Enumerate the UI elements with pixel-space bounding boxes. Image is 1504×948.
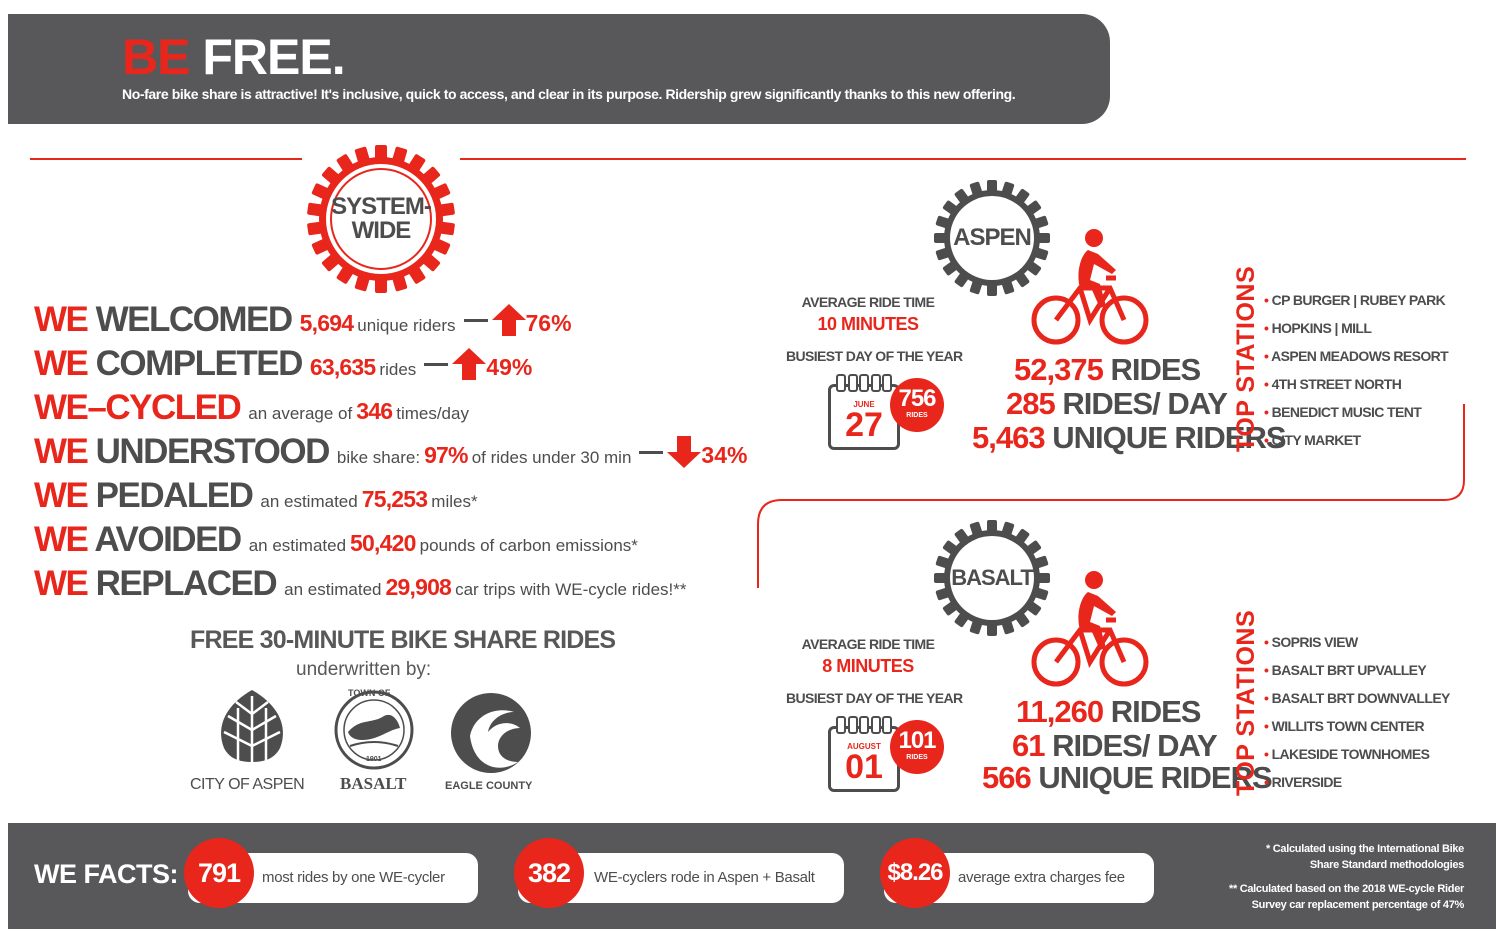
aspen-unique-riders: 5,463 UNIQUE RIDERS <box>972 420 1287 455</box>
systemwide-badge: SYSTEM- WIDE <box>302 140 460 298</box>
fact-text: WE-cyclers rode in Aspen + Basalt <box>594 869 815 886</box>
fact-most-rides: 791 most rides by one WE-cycler <box>184 838 478 908</box>
stat-pedaled: WE PEDALED an estimated 75,253 miles* <box>34 476 478 515</box>
list-item: 4TH STREET NORTH <box>1264 370 1448 398</box>
badge-line1: SYSTEM- <box>331 193 432 220</box>
calendar-icon: AUGUST 01 <box>828 716 900 792</box>
arrow-up-icon <box>491 304 526 336</box>
stat-avoided: WE AVOIDED an estimated 50,420 pounds of… <box>34 520 638 559</box>
sponsors-title: FREE 30-MINUTE BIKE SHARE RIDES <box>190 626 616 654</box>
stat-replaced: WE REPLACED an estimated 29,908 car trip… <box>34 564 687 603</box>
eagle-county-icon <box>451 693 531 773</box>
page-title: BE FREE. <box>122 29 346 85</box>
basalt-rides-per-day: 61 RIDES/ DAY <box>1012 728 1218 763</box>
basalt-label: BASALT <box>951 565 1034 590</box>
fact-value: $8.26 <box>880 838 950 908</box>
aspen-badge: ASPEN <box>930 176 1054 300</box>
gear-icon <box>307 145 455 293</box>
logo-caption-eagle: EAGLE COUNTY <box>445 780 533 792</box>
basalt-unique-riders: 566 UNIQUE RIDERS <box>982 760 1273 795</box>
list-item: ASPEN MEADOWS RESORT <box>1264 342 1449 370</box>
arrow-down-icon <box>667 436 702 468</box>
stat-welcomed: WE WELCOMED 5,694 unique riders 76% <box>34 300 572 339</box>
aspen-total-rides: 52,375 RIDES <box>1014 352 1201 387</box>
page-subtitle: No-fare bike share is attractive! It's i… <box>122 86 1016 102</box>
aspen-stations-list: CP BURGER | RUBEY PARK HOPKINS | MILL AS… <box>1264 286 1449 454</box>
calendar-icon: JUNE 27 <box>828 374 900 450</box>
list-item: LAKESIDE TOWNHOMES <box>1264 740 1450 768</box>
sponsors-subtitle: underwritten by: <box>296 659 432 680</box>
divider-right <box>460 158 1466 160</box>
badge-line2: WIDE <box>351 217 412 244</box>
footer-bar: WE FACTS: 791 most rides by one WE-cycle… <box>8 823 1496 929</box>
header-banner: BE FREE. No-fare bike share is attractiv… <box>8 14 1110 124</box>
fact-value: 791 <box>184 838 254 908</box>
fact-wecyclers: 382 WE-cyclers rode in Aspen + Basalt <box>514 838 844 908</box>
list-item: SOPRIS VIEW <box>1264 628 1450 656</box>
aspen-busiest-rides: 756 RIDES <box>890 378 944 432</box>
list-item: BASALT BRT UPVALLEY <box>1264 656 1450 684</box>
basalt-seal-icon <box>334 690 414 770</box>
list-item: BENEDICT MUSIC TENT <box>1264 398 1448 426</box>
list-item: WILLITS TOWN CENTER <box>1264 712 1450 740</box>
bike-rider-icon <box>1031 571 1149 687</box>
basalt-stations-list: SOPRIS VIEW BASALT BRT UPVALLEY BASALT B… <box>1264 628 1451 796</box>
stat-cycled: WE–CYCLED an average of 346 times/day <box>34 388 469 427</box>
fact-extra-charges: $8.26 average extra charges fee <box>880 838 1154 908</box>
divider-left <box>30 158 302 160</box>
gear-icon <box>934 520 1050 636</box>
basalt-busiest-label: BUSIEST DAY OF THE YEAR <box>786 690 963 706</box>
basalt-avg-label: AVERAGE RIDE TIME <box>801 636 935 652</box>
footnote-1: * Calculated using the International Bik… <box>1266 843 1464 871</box>
list-item: RIVERSIDE <box>1264 768 1450 796</box>
aspen-avg-label: AVERAGE RIDE TIME <box>801 294 935 310</box>
logo-caption-aspen: CITY OF ASPEN <box>190 776 305 793</box>
footnote-2: ** Calculated based on the 2018 WE-cycle… <box>1228 883 1464 911</box>
basalt-top-stations-label: TOP STATIONS <box>1232 609 1260 796</box>
logo-caption-basalt: BASALT <box>340 774 407 793</box>
basalt-busiest-rides: 101 RIDES <box>890 720 944 774</box>
list-item: CITY MARKET <box>1264 426 1448 454</box>
bike-rider-icon <box>1031 229 1149 345</box>
gear-icon <box>934 180 1050 296</box>
aspen-label: ASPEN <box>953 224 1032 251</box>
list-item: BASALT BRT DOWNVALLEY <box>1264 684 1451 712</box>
logo-year-basalt: 1901 <box>366 756 382 763</box>
aspen-busiest-label: BUSIEST DAY OF THE YEAR <box>786 348 963 364</box>
basalt-avg-value: 8 MINUTES <box>822 656 914 676</box>
aspen-leaf-icon <box>221 690 283 772</box>
fact-value: 382 <box>514 838 584 908</box>
fact-text: most rides by one WE-cycler <box>262 869 445 886</box>
list-item: CP BURGER | RUBEY PARK <box>1264 286 1448 314</box>
aspen-avg-value: 10 MINUTES <box>817 314 919 334</box>
logo-top-basalt: TOWN OF <box>348 688 391 698</box>
aspen-rides-per-day: 285 RIDES/ DAY <box>1006 386 1228 421</box>
arrow-up-icon <box>452 348 487 380</box>
aspen-top-stations-label: TOP STATIONS <box>1232 265 1260 452</box>
list-item: HOPKINS | MILL <box>1264 314 1448 342</box>
fact-text: average extra charges fee <box>958 869 1125 886</box>
facts-label: WE FACTS: <box>34 859 179 889</box>
basalt-total-rides: 11,260 RIDES <box>1016 694 1201 729</box>
stat-completed: WE COMPLETED 63,635 rides 49% <box>34 344 533 383</box>
basalt-badge: BASALT <box>930 516 1054 640</box>
stat-understood: WE UNDERSTOOD bike share: 97% of rides u… <box>34 432 748 471</box>
